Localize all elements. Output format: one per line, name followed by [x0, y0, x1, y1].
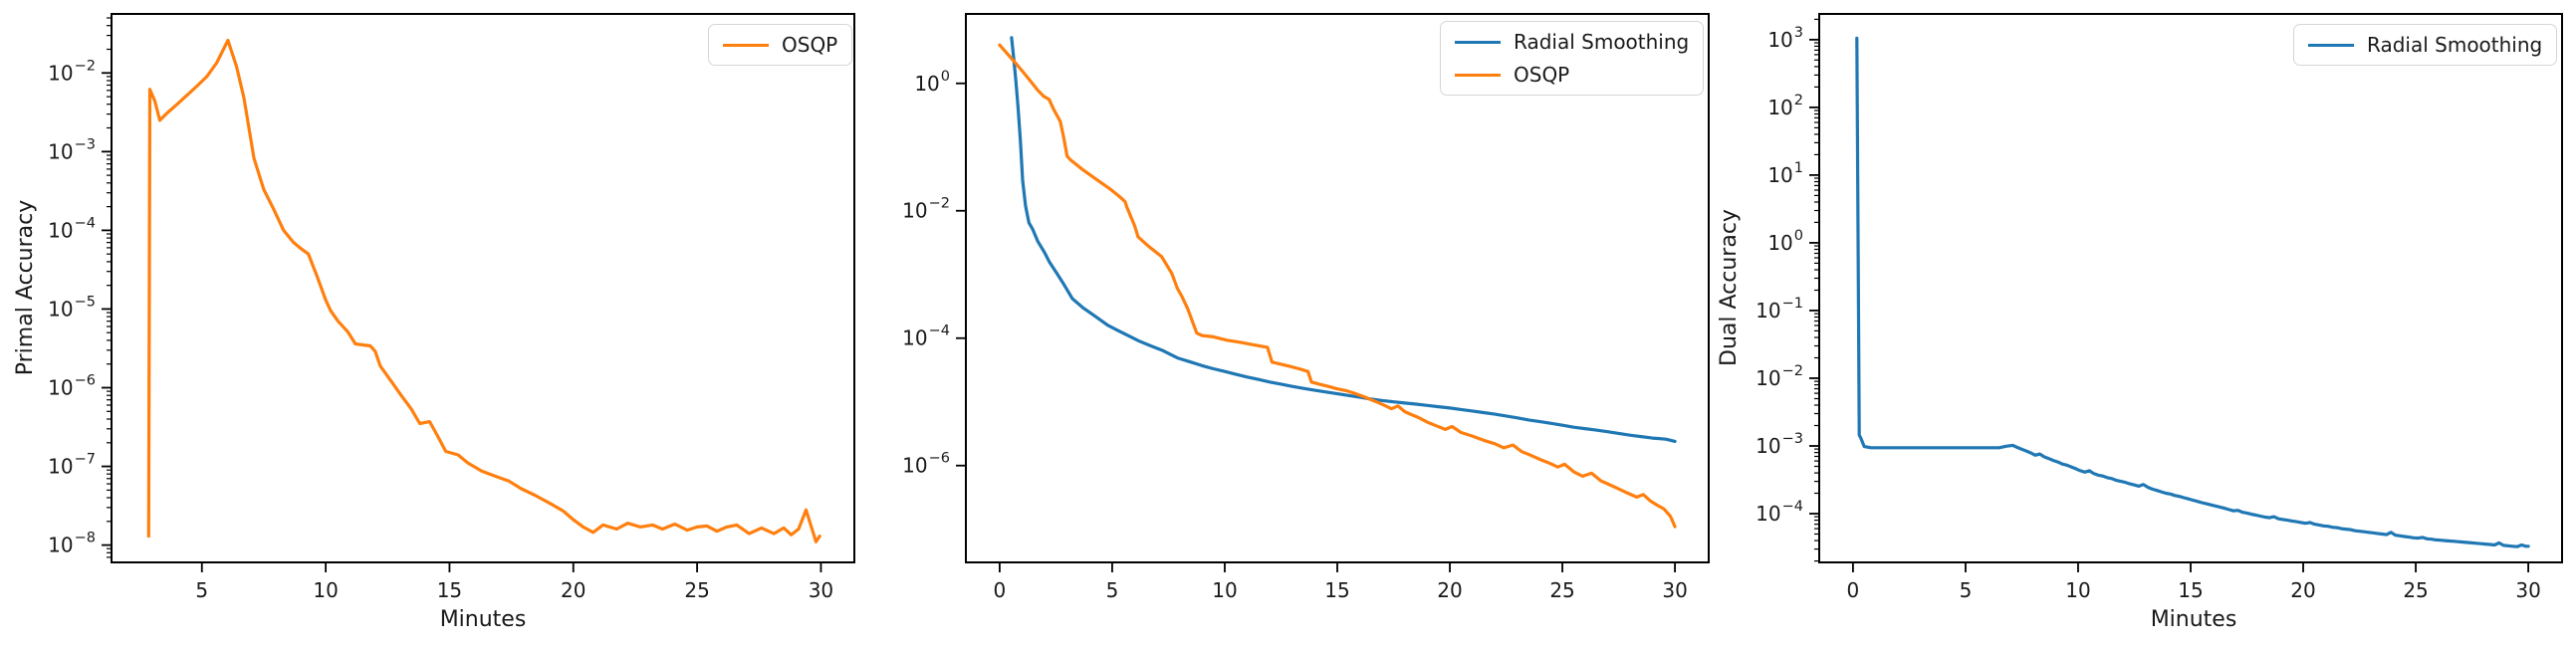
legend-line-radial-smoothing-icon: [2308, 43, 2354, 47]
svg-text:10−1: 10−1: [1756, 296, 1803, 323]
svg-text:100: 100: [1767, 228, 1803, 255]
svg-text:10: 10: [313, 578, 338, 602]
svg-text:103: 103: [1767, 25, 1803, 52]
svg-text:10−4: 10−4: [902, 324, 950, 350]
svg-text:10−7: 10−7: [48, 452, 96, 479]
svg-text:15: 15: [2178, 578, 2203, 602]
svg-text:10−4: 10−4: [48, 215, 96, 242]
legend-item: Radial Smoothing: [2308, 33, 2542, 57]
svg-text:10−3: 10−3: [1756, 431, 1803, 458]
svg-text:10−2: 10−2: [1756, 363, 1803, 390]
svg-text:25: 25: [1549, 578, 1574, 602]
legend: OSQP: [708, 24, 853, 66]
svg-text:15: 15: [437, 578, 462, 602]
svg-text:10−5: 10−5: [48, 294, 96, 321]
svg-text:30: 30: [2515, 578, 2540, 602]
legend-line-osqp-icon: [723, 43, 769, 47]
svg-text:0: 0: [994, 578, 1007, 602]
svg-text:10−2: 10−2: [48, 58, 96, 85]
svg-text:20: 20: [2290, 578, 2315, 602]
legend-item: OSQP: [723, 33, 837, 57]
legend-label: OSQP: [782, 33, 838, 57]
svg-text:30: 30: [809, 578, 833, 602]
svg-text:15: 15: [1324, 578, 1349, 602]
svg-text:102: 102: [1767, 93, 1803, 119]
svg-text:10−3: 10−3: [48, 136, 96, 163]
svg-text:10: 10: [1212, 578, 1237, 602]
svg-text:25: 25: [2403, 578, 2428, 602]
svg-text:20: 20: [561, 578, 585, 602]
legend-line-radial-smoothing-icon: [1455, 40, 1501, 44]
legend: Radial Smoothing OSQP: [1440, 21, 1705, 96]
legend: Radial Smoothing: [2293, 24, 2558, 66]
svg-text:10−2: 10−2: [902, 196, 950, 223]
svg-text:5: 5: [1960, 578, 1973, 602]
svg-text:25: 25: [684, 578, 709, 602]
svg-text:0: 0: [1847, 578, 1860, 602]
svg-text:10−6: 10−6: [48, 373, 96, 400]
legend-line-osqp-icon: [1455, 73, 1501, 77]
svg-text:100: 100: [914, 69, 950, 96]
svg-text:5: 5: [195, 578, 208, 602]
svg-text:30: 30: [1662, 578, 1687, 602]
svg-text:10−4: 10−4: [1756, 499, 1803, 526]
legend-label: Radial Smoothing: [2367, 33, 2543, 57]
svg-text:20: 20: [1437, 578, 1462, 602]
svg-text:5: 5: [1106, 578, 1119, 602]
legend-item: Radial Smoothing: [1455, 30, 1689, 54]
legend-label: Radial Smoothing: [1514, 30, 1690, 54]
svg-text:101: 101: [1767, 160, 1803, 187]
legend-item: OSQP: [1455, 63, 1689, 87]
legend-label: OSQP: [1514, 63, 1570, 87]
svg-text:10: 10: [2065, 578, 2090, 602]
svg-text:10−8: 10−8: [48, 531, 96, 557]
svg-text:10−6: 10−6: [902, 451, 950, 478]
